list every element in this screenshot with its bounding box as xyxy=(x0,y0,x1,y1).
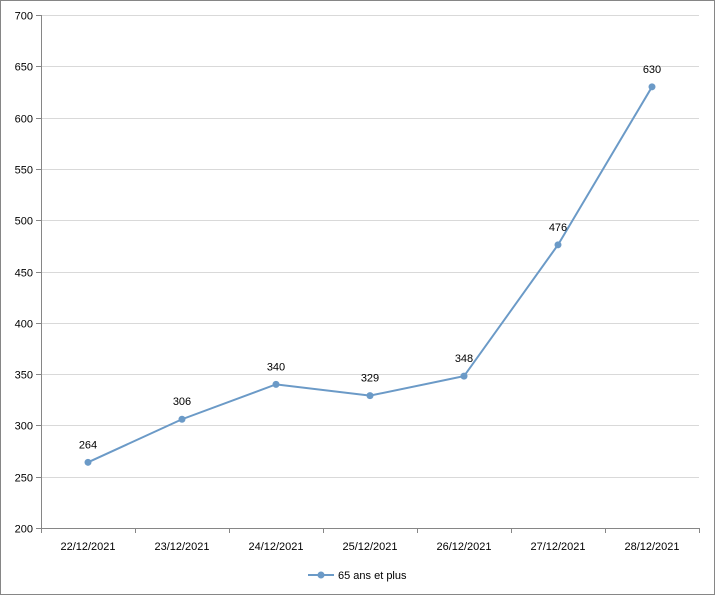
data-point xyxy=(272,380,280,388)
data-point xyxy=(84,458,92,466)
data-point xyxy=(366,392,374,400)
legend-marker xyxy=(317,571,325,579)
y-tick-labels: 200 250 300 350 400 450 500 550 600 650 700 xyxy=(15,11,33,536)
x-tick-label: 26/12/2021 xyxy=(436,541,491,553)
y-tick-label: 450 xyxy=(15,268,33,280)
x-tick-labels: 22/12/2021 23/12/2021 24/12/2021 25/12/2021… xyxy=(60,541,679,553)
x-tick-label: 23/12/2021 xyxy=(154,541,209,553)
y-tick-label: 650 xyxy=(15,62,33,74)
y-tick-label: 250 xyxy=(15,473,33,485)
y-tick-label: 300 xyxy=(15,421,33,433)
data-point xyxy=(178,415,186,423)
data-label: 476 xyxy=(549,222,567,234)
data-label: 630 xyxy=(643,64,661,76)
data-point xyxy=(648,83,656,91)
y-tick-label: 200 xyxy=(15,524,33,536)
x-tick-label: 22/12/2021 xyxy=(60,541,115,553)
y-tick-label: 350 xyxy=(15,370,33,382)
series-group: 264 306 340 329 348 476 630 xyxy=(79,64,661,466)
x-tick-label: 25/12/2021 xyxy=(342,541,397,553)
data-point xyxy=(460,372,468,380)
x-tick-label: 27/12/2021 xyxy=(530,541,585,553)
y-tick-label: 600 xyxy=(15,114,33,126)
axes xyxy=(36,15,700,533)
data-label: 340 xyxy=(267,361,285,373)
x-tick-label: 28/12/2021 xyxy=(624,541,679,553)
y-tick-label: 550 xyxy=(15,165,33,177)
data-label: 329 xyxy=(361,373,379,385)
data-label: 264 xyxy=(79,439,97,451)
data-point xyxy=(554,241,562,249)
x-tick-label: 24/12/2021 xyxy=(248,541,303,553)
y-tick-label: 700 xyxy=(15,11,33,23)
y-tick-label: 500 xyxy=(15,216,33,228)
data-label: 306 xyxy=(173,396,191,408)
gridlines xyxy=(41,15,699,478)
legend: 65 ans et plus xyxy=(308,570,407,582)
legend-label: 65 ans et plus xyxy=(338,570,407,582)
data-label: 348 xyxy=(455,353,473,365)
y-tick-label: 400 xyxy=(15,319,33,331)
